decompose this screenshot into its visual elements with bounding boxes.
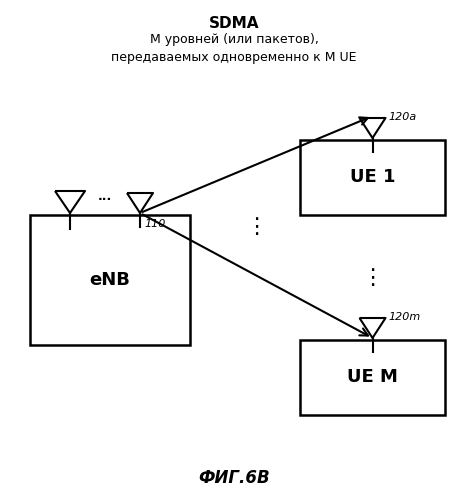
Text: ФИГ.6В: ФИГ.6В [198,469,270,487]
Text: UE M: UE M [347,368,398,386]
Text: UE 1: UE 1 [350,168,395,186]
Bar [300,140,445,215]
Text: ⋮: ⋮ [361,268,384,287]
Bar [30,215,190,345]
Bar [300,340,445,415]
Text: 110: 110 [144,219,165,229]
Text: 120a: 120a [388,112,417,122]
Text: 120m: 120m [388,312,421,322]
Text: ⋮: ⋮ [245,217,267,237]
Text: eNB: eNB [89,271,131,289]
Text: М уровней (или пакетов),
передаваемых одновременно к М UE: М уровней (или пакетов), передаваемых од… [111,32,357,64]
Text: SDMA: SDMA [209,16,259,32]
Text: ...: ... [98,190,112,203]
